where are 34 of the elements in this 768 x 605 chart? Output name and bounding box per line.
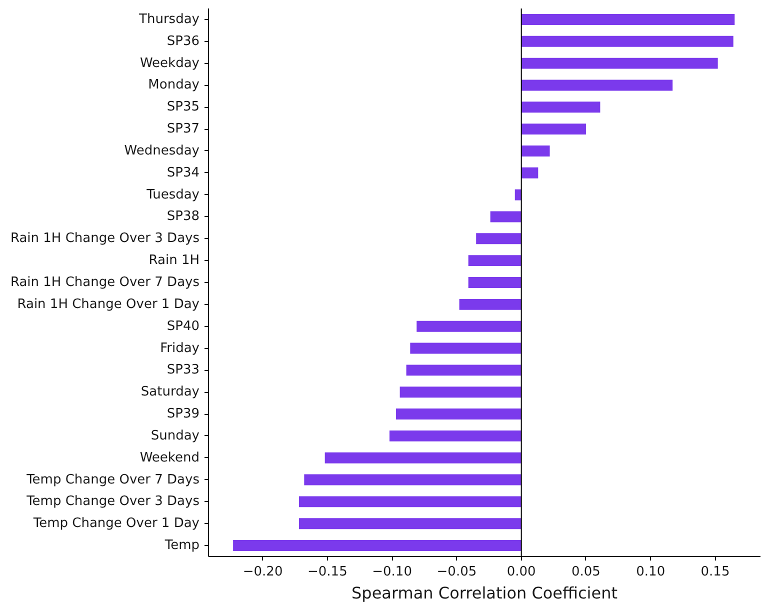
y-tick-label: Rain 1H Change Over 1 Day <box>17 296 200 312</box>
y-tick-label: Rain 1H <box>148 253 200 268</box>
y-tick-label: Sunday <box>150 428 200 444</box>
y-tick-label: Wednesday <box>124 143 200 158</box>
y-tick-label: Weekday <box>140 56 200 71</box>
y-tick-label: Friday <box>160 340 200 356</box>
y-tick-label: Weekend <box>140 450 200 466</box>
y-tick-label: Temp Change Over 1 Day <box>32 516 200 532</box>
y-tick-label: Temp Change Over 3 Days <box>26 494 200 510</box>
y-tick-label: SP35 <box>166 100 200 115</box>
y-tick-label: Saturday <box>140 384 200 400</box>
x-tick-label: 0.10 <box>636 564 666 580</box>
x-tick-label: −0.15 <box>308 564 348 580</box>
x-tick-label: −0.20 <box>242 564 283 580</box>
x-tick-label: 0.00 <box>506 564 536 580</box>
y-tick-label: SP39 <box>166 406 200 422</box>
x-axis-title: Spearman Correlation Coefficient <box>352 584 618 602</box>
x-tick-label: 0.05 <box>572 564 600 580</box>
y-tick-label: Tuesday <box>146 187 200 202</box>
y-tick-label: Rain 1H Change Over 7 Days <box>10 275 200 290</box>
x-tick-label: −0.05 <box>436 564 477 580</box>
y-tick-label: SP36 <box>166 34 200 49</box>
y-tick-label: Thursday <box>138 12 200 27</box>
y-tick-label: SP38 <box>166 209 200 224</box>
y-tick-label: Monday <box>148 78 200 93</box>
y-tick-label: SP37 <box>166 122 200 137</box>
y-tick-label: Rain 1H Change Over 3 Days <box>10 231 200 246</box>
y-tick-label: SP40 <box>166 318 200 334</box>
y-tick-label: SP34 <box>166 165 200 180</box>
x-tick-label: 0.15 <box>700 564 730 580</box>
y-tick-label: Temp Change Over 7 Days <box>26 472 200 488</box>
x-tick-label: −0.10 <box>372 564 412 580</box>
y-tick-label: SP33 <box>166 362 200 378</box>
y-tick-label: Temp <box>164 538 200 554</box>
